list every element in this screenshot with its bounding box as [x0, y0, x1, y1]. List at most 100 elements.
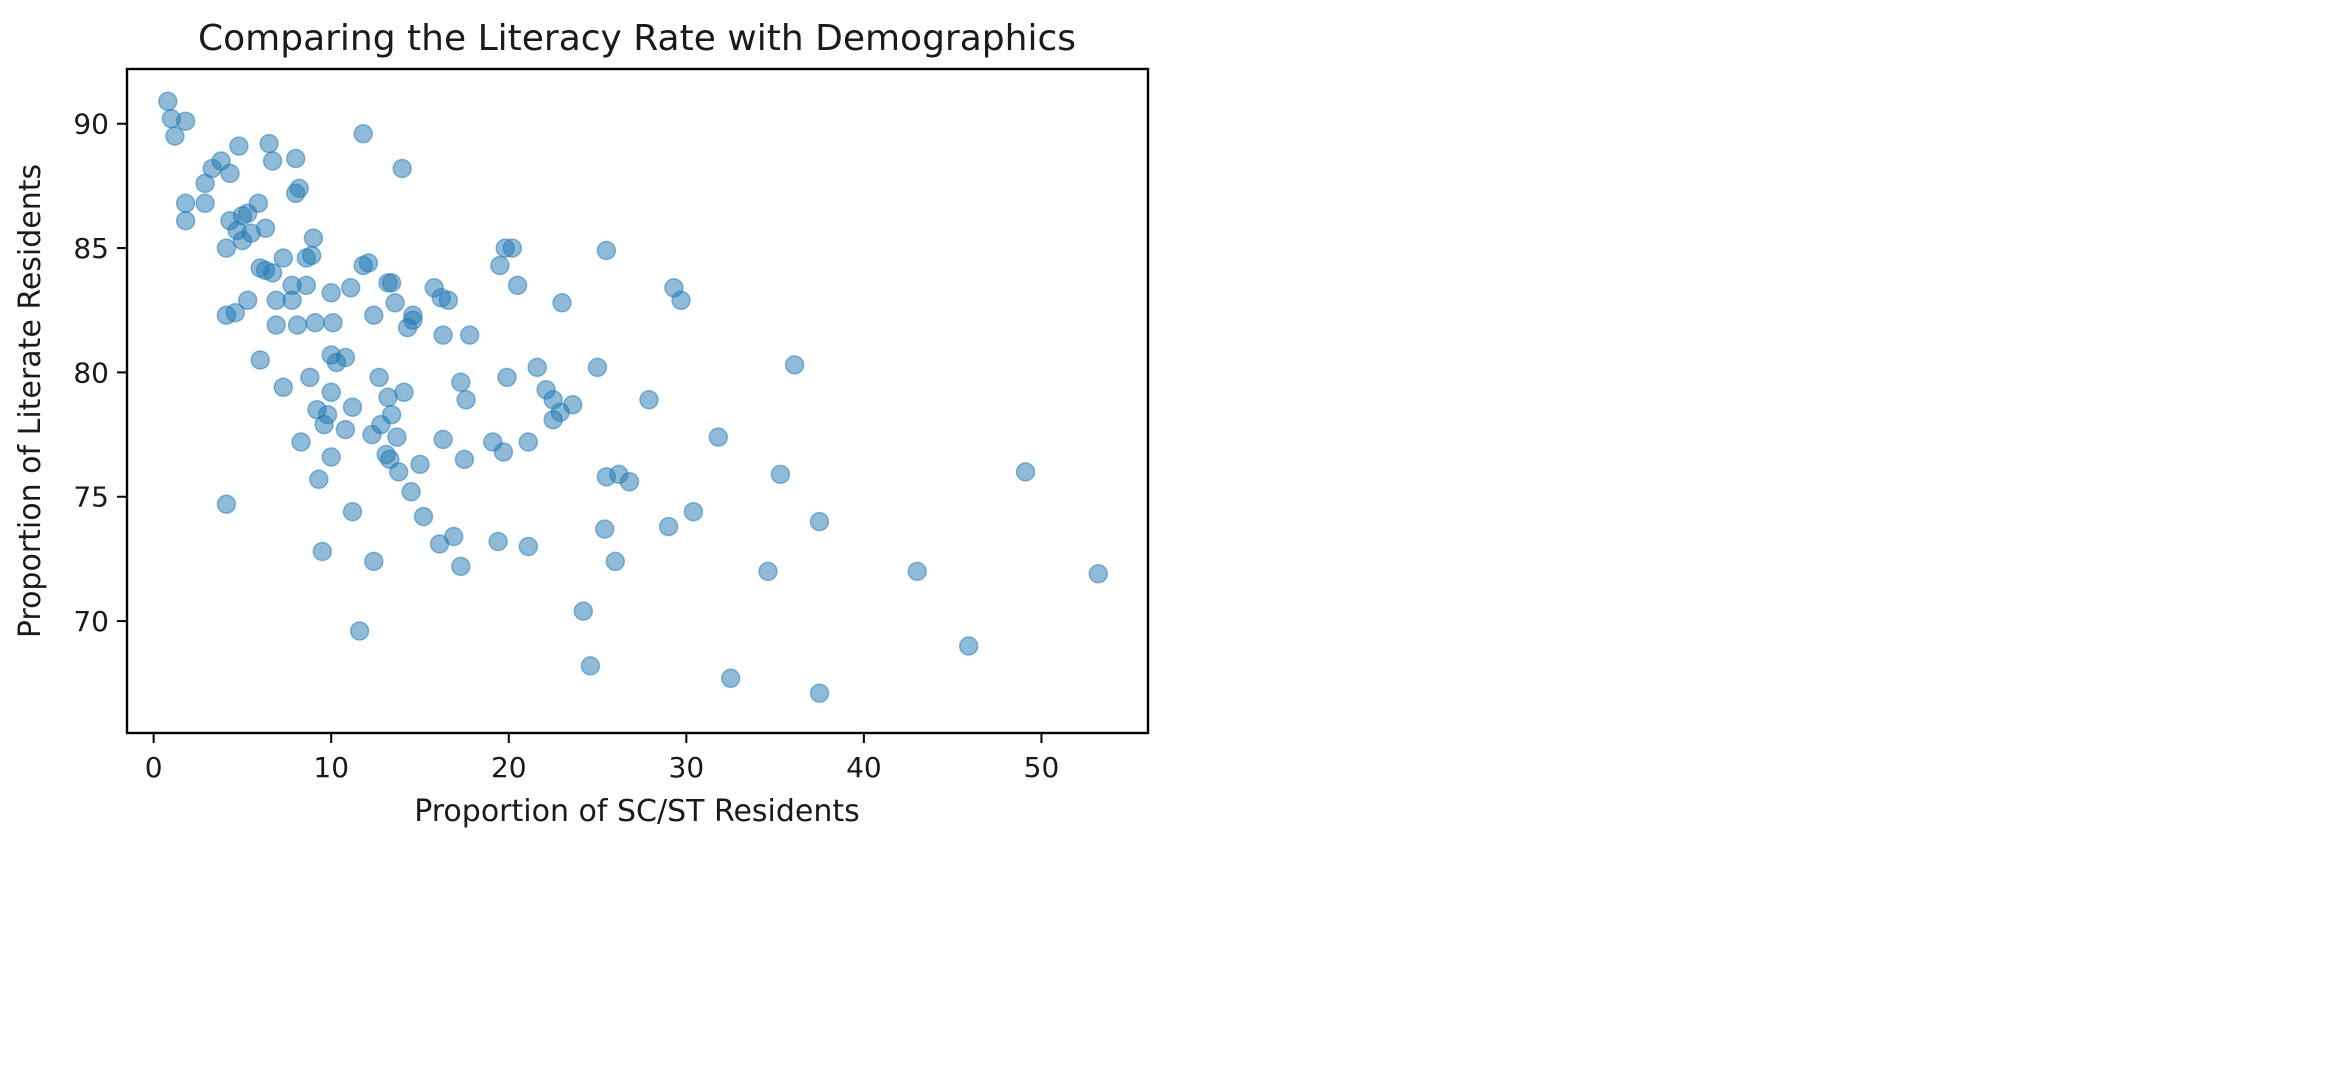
scatter-point-3 — [165, 126, 185, 146]
scatter-point-8 — [353, 123, 373, 144]
y-tick-label: 90 — [73, 108, 109, 141]
points-layer — [158, 91, 1109, 703]
scatter-point-9 — [392, 158, 412, 179]
scatter-point-74 — [527, 357, 547, 378]
scatter-point-53 — [385, 293, 405, 313]
scatter-point-50 — [237, 290, 258, 311]
y-tick-label: 80 — [73, 356, 109, 389]
scatter-point-40 — [262, 263, 283, 283]
scatter-point-136 — [907, 561, 927, 582]
scatter-point-6 — [262, 151, 283, 171]
scatter-point-16 — [175, 193, 196, 214]
scatter-point-37 — [490, 255, 510, 276]
scatter-point-7 — [285, 148, 306, 169]
scatter-point-80 — [497, 367, 517, 388]
y-tick-label: 70 — [73, 605, 109, 638]
scatter-point-96 — [314, 414, 334, 435]
scatter-point-59 — [225, 302, 246, 323]
scatter-point-0 — [158, 91, 178, 112]
scatter-point-133 — [451, 556, 471, 577]
scatter-point-52 — [282, 290, 302, 311]
scatter-point-94 — [543, 409, 563, 430]
scatter-point-111 — [493, 442, 514, 462]
scatter-point-112 — [388, 462, 409, 482]
x-tick-label: 30 — [669, 751, 705, 784]
x-tick-label: 50 — [1024, 751, 1060, 784]
scatter-point-81 — [273, 377, 294, 398]
scatter-point-138 — [573, 601, 594, 621]
scatter-point-121 — [342, 501, 363, 522]
scatter-point-61 — [323, 312, 343, 333]
scatter-point-55 — [438, 290, 459, 311]
scatter-point-109 — [410, 454, 430, 475]
scatter-point-118 — [1015, 462, 1036, 482]
x-tick-label: 20 — [491, 751, 527, 784]
scatter-point-5 — [259, 133, 279, 154]
scatter-point-106 — [321, 447, 341, 467]
scatter-point-60 — [305, 312, 325, 333]
scatter-point-116 — [619, 472, 640, 492]
scatter-point-91 — [342, 397, 363, 417]
scatter-point-139 — [349, 621, 370, 641]
scatter-point-85 — [456, 390, 476, 410]
scatter-point-32 — [273, 248, 294, 268]
scatter-point-62 — [364, 305, 384, 325]
scatter-point-57 — [671, 290, 691, 311]
scatter-point-95 — [562, 394, 583, 415]
scatter-point-101 — [433, 429, 453, 450]
scatter-point-128 — [429, 534, 450, 554]
scatter-point-126 — [809, 511, 830, 532]
scatter-point-129 — [488, 531, 508, 552]
scatter-point-25 — [255, 218, 276, 238]
scatter-point-143 — [809, 683, 830, 703]
scatter-point-84 — [394, 382, 414, 403]
scatter-point-12 — [220, 163, 240, 184]
scatter-point-125 — [658, 516, 679, 537]
scatter-point-27 — [232, 230, 253, 251]
scatter-point-44 — [340, 278, 361, 298]
scatter-point-137 — [1088, 564, 1109, 584]
scatter-point-120 — [216, 494, 237, 514]
scatter-point-78 — [369, 367, 389, 388]
y-axis-ticks: 70 75 80 85 90 — [73, 108, 127, 638]
scatter-point-141 — [580, 656, 601, 676]
y-axis-label: Proportion of Literate Residents — [13, 164, 48, 638]
scatter-point-135 — [758, 561, 778, 582]
scatter-point-142 — [720, 668, 741, 689]
scatter-point-34 — [301, 245, 322, 266]
x-tick-label: 40 — [846, 751, 882, 784]
scatter-point-75 — [587, 357, 608, 378]
scatter-point-103 — [518, 432, 539, 452]
scatter-point-70 — [250, 350, 270, 370]
scatter-point-100 — [387, 427, 407, 447]
scatter-point-26 — [303, 228, 324, 248]
scatter-point-88 — [639, 390, 659, 410]
scatter-point-122 — [413, 506, 434, 527]
scatter-point-119 — [401, 482, 421, 502]
scatter-point-28 — [216, 238, 237, 258]
scatter-point-140 — [958, 636, 979, 656]
scatter-point-4 — [229, 136, 249, 156]
scatter-point-13 — [195, 173, 215, 194]
scatter-point-36 — [358, 253, 379, 273]
scatter-point-65 — [397, 317, 418, 338]
scatter-point-67 — [287, 315, 308, 335]
scatter-point-30 — [502, 238, 523, 258]
scatter-point-83 — [378, 387, 398, 408]
scatter-point-73 — [335, 347, 356, 368]
scatter-point-46 — [381, 273, 402, 293]
scatter-point-31 — [596, 240, 617, 261]
scatter-point-130 — [518, 536, 539, 557]
scatter-point-42 — [296, 275, 317, 296]
scatter-point-15 — [285, 183, 306, 204]
scatter-point-79 — [451, 372, 471, 393]
scatter-point-48 — [507, 275, 528, 296]
plot-frame — [125, 67, 1150, 735]
chart-title: Comparing the Literacy Rate with Demogra… — [198, 18, 1076, 59]
scatter-point-21 — [175, 210, 196, 231]
y-tick-label: 85 — [73, 232, 109, 265]
x-tick-label: 0 — [145, 751, 163, 784]
x-axis-label: Proportion of SC/ST Residents — [414, 794, 860, 829]
scatter-point-68 — [433, 325, 453, 345]
